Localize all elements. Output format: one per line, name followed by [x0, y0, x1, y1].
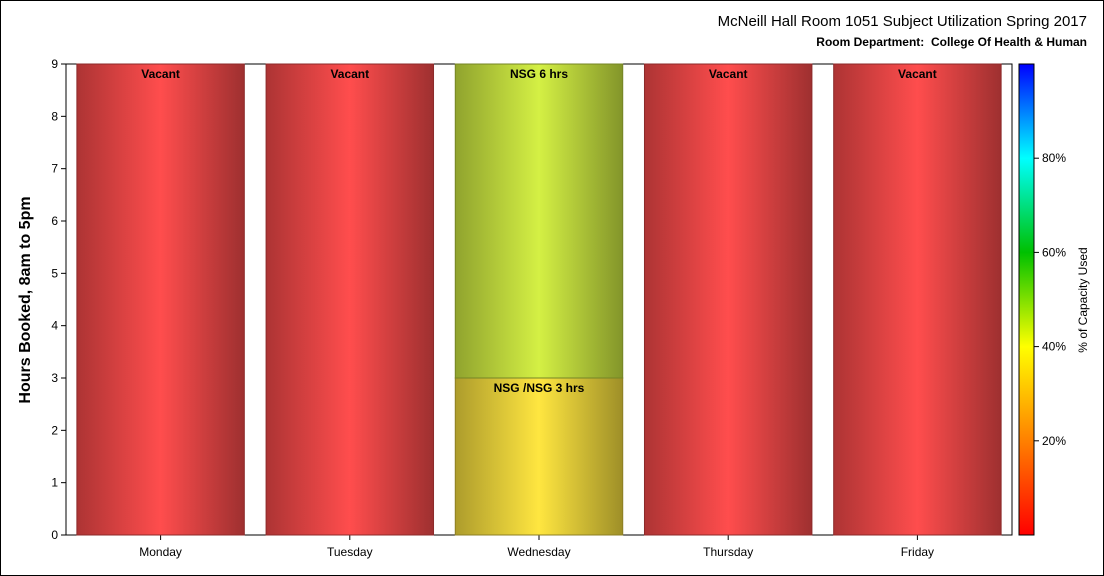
- colorbar-tick-label: 80%: [1042, 151, 1066, 165]
- bar-label: NSG /NSG 3 hrs: [494, 381, 585, 395]
- x-tick-label: Friday: [901, 545, 934, 559]
- plot-area: 0 1 2 3 4 5 6 7 8 9 Monday Tuesday Wednesday Thursday…: [51, 57, 1013, 559]
- chart-title: McNeill Hall Room 1051 Subject Utilizati…: [717, 13, 1087, 30]
- colorbar-tick-label: 40%: [1042, 340, 1066, 354]
- bar-label: NSG 6 hrs: [510, 67, 568, 81]
- bar-segment: [265, 63, 435, 536]
- y-tick-label: 1: [51, 476, 58, 490]
- y-tick-label: 0: [51, 528, 58, 542]
- x-tick-label: Wednesday: [507, 545, 570, 559]
- y-tick-label: 6: [51, 214, 58, 228]
- colorbar-scale: [1018, 63, 1035, 536]
- bar-segment: [454, 63, 624, 379]
- bar-segment: [454, 377, 624, 536]
- y-tick-label: 8: [51, 109, 58, 123]
- y-axis-label: Hours Booked, 8am to 5pm: [17, 196, 34, 403]
- colorbar: 20% 40% 60% 80%: [1018, 63, 1066, 536]
- y-tick-label: 7: [51, 162, 58, 176]
- colorbar-title: % of Capacity Used: [1076, 247, 1090, 352]
- bar-label: Vacant: [330, 67, 369, 81]
- colorbar-tick-label: 60%: [1042, 245, 1066, 259]
- x-tick-label: Thursday: [703, 545, 753, 559]
- x-tick-label: Tuesday: [327, 545, 373, 559]
- bar-label: Vacant: [141, 67, 180, 81]
- y-tick-label: 3: [51, 371, 58, 385]
- x-tick-label: Monday: [139, 545, 182, 559]
- y-tick-label: 5: [51, 266, 58, 280]
- bar-label: Vacant: [898, 67, 937, 81]
- colorbar-tick-label: 20%: [1042, 434, 1066, 448]
- bar-segment: [833, 63, 1002, 536]
- bar-segment: [643, 63, 813, 536]
- y-tick-label: 4: [51, 319, 58, 333]
- chart-subtitle: Room Department: College Of Health & Hum…: [816, 35, 1087, 49]
- y-tick-label: 9: [51, 57, 58, 71]
- bar-segment: [76, 63, 245, 536]
- bar-label: Vacant: [709, 67, 748, 81]
- y-tick-label: 2: [51, 423, 58, 437]
